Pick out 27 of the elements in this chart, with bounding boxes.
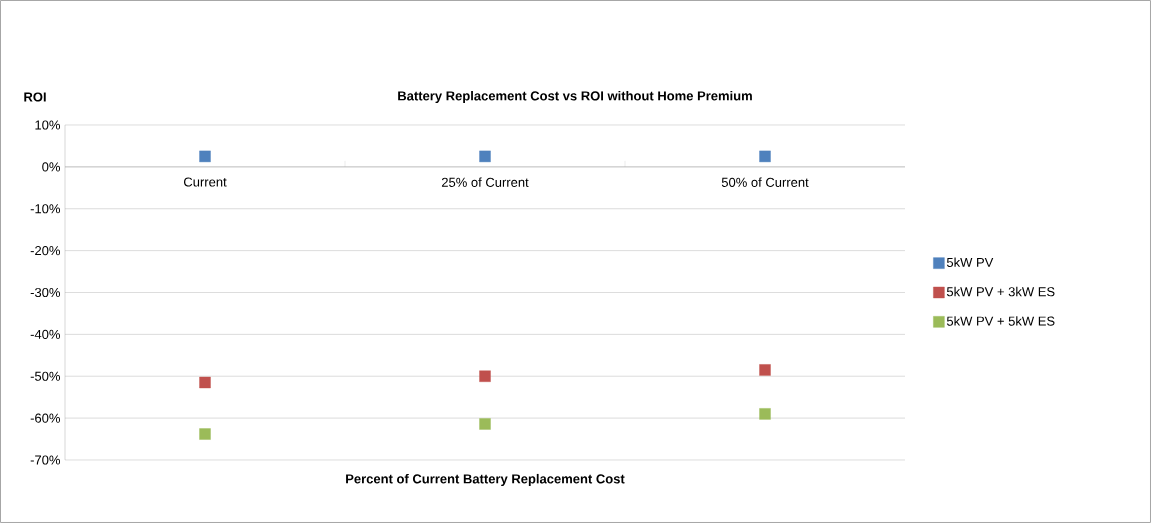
legend-label: 5kW PV — [946, 257, 994, 267]
point — [199, 428, 211, 440]
legend-label: 5kW PV + 3kW ES — [946, 286, 1055, 297]
y-tick-label: -30% — [30, 287, 61, 298]
x-axis-title: Percent of Current Battery Replacement Cost — [346, 473, 625, 487]
y-tick-label: -70% — [30, 455, 61, 465]
y-tick-label: 0% — [42, 162, 61, 172]
y-axis-title: ROI — [24, 92, 46, 102]
point — [759, 364, 771, 376]
y-tick-label: -10% — [30, 204, 61, 214]
y-tick-label: -60% — [30, 413, 61, 423]
point — [199, 150, 211, 163]
y-tick-label: 10% — [35, 120, 61, 130]
y-tick-label: -20% — [30, 246, 61, 256]
point — [479, 418, 491, 430]
y-tick-label: -40% — [30, 329, 61, 339]
x-tick-label: 50% of Current — [721, 177, 809, 187]
x-tick-label: 25% of Current — [441, 177, 529, 187]
x-tick-label: Current — [183, 177, 227, 187]
y-tick-label: -50% — [30, 371, 61, 381]
point — [479, 370, 491, 382]
point — [759, 408, 771, 420]
point — [479, 150, 491, 163]
legend-label: 5kW PV + 5kW ES — [946, 316, 1055, 326]
point — [759, 150, 771, 163]
point — [199, 376, 211, 389]
chart-title: Battery Replacement Cost vs ROI without Home Premium — [398, 90, 752, 104]
